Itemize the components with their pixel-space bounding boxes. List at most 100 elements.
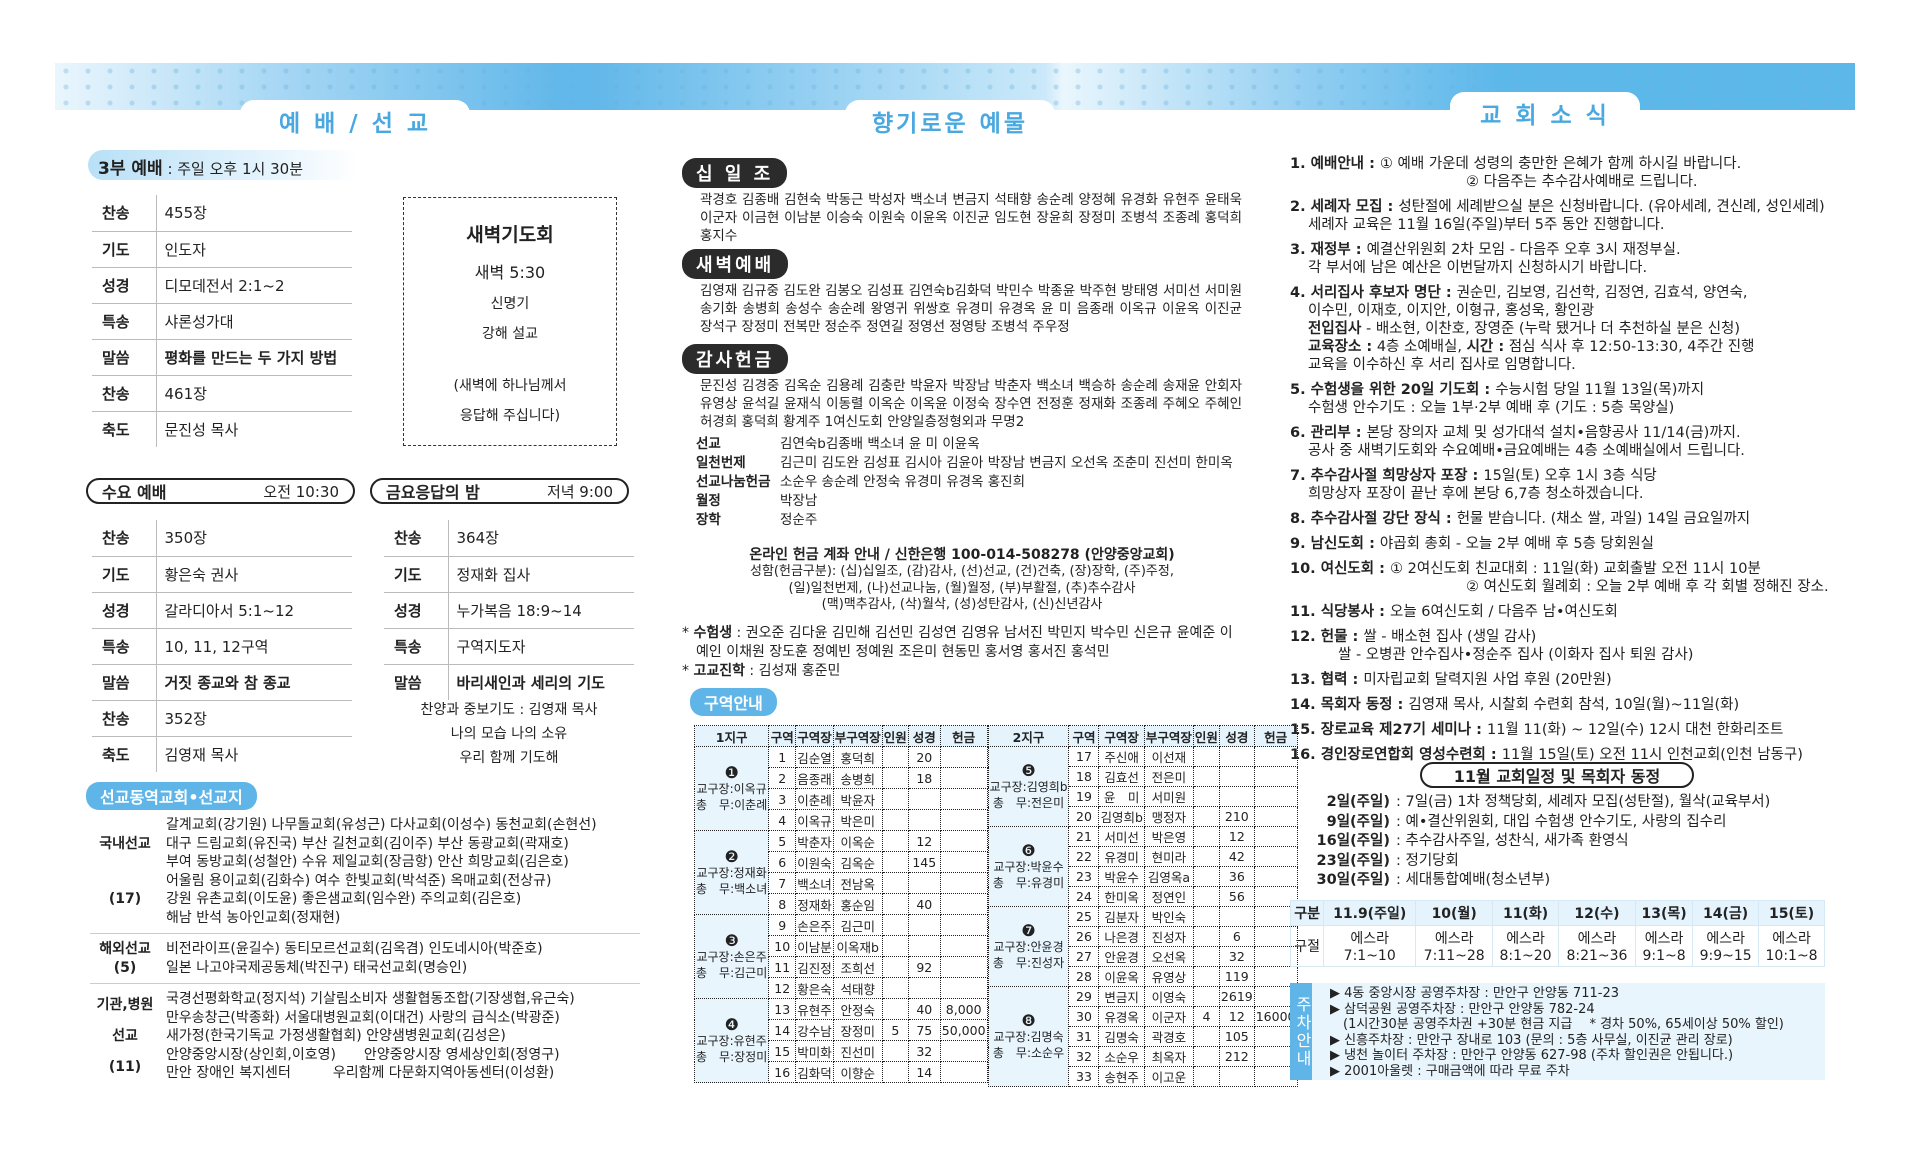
parking-line: ▶ 냉천 놀이터 주차장 : 만안구 안양동 627-98 (주차 할인권은 안… bbox=[1330, 1048, 1734, 1063]
service-row: 찬송 461장 bbox=[92, 375, 352, 412]
district-cell: 김영희b bbox=[1098, 806, 1145, 827]
district-tables: 1지구 구역 구역장 부구역장 인원 성경 헌금 ❶ 교구장:이옥규 총 무:이춘례 1 김순열 홍덕희… bbox=[693, 725, 1298, 1087]
district-cell: 이윤옥 bbox=[1098, 966, 1145, 987]
service-value: 샤론성가대 bbox=[156, 303, 352, 340]
district-cell bbox=[907, 788, 941, 810]
group-leader: 교구장:손은주 bbox=[696, 949, 767, 964]
district-cell: 손은주 bbox=[795, 914, 834, 936]
district-cell bbox=[881, 998, 909, 1020]
district-cell: 정재화 bbox=[795, 893, 834, 915]
district-cell: 14 bbox=[768, 1019, 797, 1041]
online-codes: 성함(헌금구분): (십)십일조, (감)감사, (선)선교, (건)건축, (… bbox=[682, 564, 1242, 614]
district-cell: 박윤자 bbox=[832, 788, 883, 810]
district-cell: 김근미 bbox=[832, 914, 883, 936]
district-cell: 송현주 bbox=[1098, 1066, 1145, 1087]
district-cell bbox=[939, 872, 988, 894]
district-cell: 21 bbox=[1068, 826, 1100, 847]
district-row: ❻ 교구장:박윤수 총 무:유경미 21 서미선 박은영 12 bbox=[987, 826, 1298, 907]
tithe-header: 십 일 조 bbox=[682, 158, 788, 188]
district-cell: 소순우 bbox=[1098, 1046, 1145, 1067]
district-cell: 24 bbox=[1068, 886, 1100, 907]
district-cell: 유현주 bbox=[795, 998, 834, 1020]
friday-extra-line: 찬양과 중보기도 : 김영재 목사 bbox=[420, 702, 598, 718]
news-text: 쌀 - 오병관 안수집사•정순주 집사 (이화자 집사 퇴원 감사) bbox=[1338, 647, 1694, 663]
schedule-date: 30일(주일) bbox=[1316, 872, 1390, 888]
news-line: 16. 경인장로연합회 영성수련회 : 11월 15일(토) 오전 11시 인천… bbox=[1290, 746, 1835, 764]
highschool-names: 김성재 홍준민 bbox=[758, 662, 841, 679]
district-cell: 서미선 bbox=[1098, 826, 1145, 847]
news-item: 9. 남신도회 : 야곱회 총회 - 오늘 2부 예배 후 5층 당회원실 bbox=[1290, 535, 1835, 553]
group-secretary: 총 무:김근미 bbox=[696, 965, 768, 980]
news-label: 서리집사 후보자 명단 : bbox=[1310, 285, 1457, 301]
district-row: ❷ 교구장:정재화 총 무:백소녀 5 박춘자 이옥순 12 bbox=[693, 830, 988, 915]
district-cell: 16 bbox=[768, 1061, 797, 1083]
news-line: 11. 식당봉사 : 오늘 6여신도회 / 다음주 남•여신도회 bbox=[1290, 603, 1835, 621]
district-cell: 곽경호 bbox=[1143, 1026, 1194, 1047]
sunday-service-time: : 주일 오후 1시 30분 bbox=[162, 160, 303, 178]
district-cell: 박은영 bbox=[1143, 826, 1194, 847]
district-cell: 이원숙 bbox=[795, 851, 834, 873]
mission-category: 기관,병원 선교 (11) bbox=[90, 990, 160, 1083]
service-label: 성경 bbox=[384, 592, 449, 629]
service-row: 성경 갈라디아서 5:1~12 bbox=[92, 592, 352, 629]
district-cell: 11 bbox=[768, 956, 797, 978]
students-label: 수험생 bbox=[693, 624, 733, 641]
schedule-item: 23일(주일): 정기당회 bbox=[1290, 852, 1830, 872]
district-cell: 변금지 bbox=[1098, 986, 1145, 1007]
news-line: 이수민, 이재호, 이지안, 이형규, 홍성욱, 황인광 bbox=[1290, 302, 1835, 320]
district-cell: 정연인 bbox=[1143, 886, 1194, 907]
dawn-title: 새벽기도회 bbox=[466, 224, 554, 246]
group-secretary: 총 무:진성자 bbox=[992, 955, 1065, 970]
district-cell: 박은미 bbox=[832, 809, 883, 831]
district-cell: 박춘자 bbox=[795, 830, 834, 852]
district-cell: 6 bbox=[768, 851, 797, 873]
mission-line: 국경선평화학교(정지석) 기살림소비자 생활협동조합(기장생협,유근숙) bbox=[166, 991, 575, 1007]
reading-book: 에스라 bbox=[1577, 931, 1617, 947]
news-label: 수험생을 위한 20일 기도회 : bbox=[1310, 382, 1496, 398]
district-cell: 42 bbox=[1218, 846, 1255, 867]
district-cell: 56 bbox=[1218, 886, 1255, 907]
group-secretary: 총 무:유경미 bbox=[992, 875, 1065, 890]
service-label: 기도 bbox=[384, 556, 449, 593]
group-badge: ❶ bbox=[724, 762, 739, 782]
online-code-line: 성함(헌금구분): (십)십일조, (감)감사, (선)선교, (건)건축, (… bbox=[750, 564, 1174, 579]
reading-day: 15(토) bbox=[1758, 900, 1825, 926]
district-cell bbox=[881, 746, 909, 768]
news-label: 경인장로연합회 영성수련회 : bbox=[1320, 747, 1502, 763]
district-cell: 김옥순 bbox=[832, 851, 883, 873]
district-column-header: 구역장 bbox=[795, 725, 834, 747]
reading-book: 에스라 bbox=[1350, 931, 1390, 947]
mission-churches: 갈계교회(강기원) 나무돌교회(유성근) 다사교회(이성수) 동천교회(손현선)… bbox=[160, 816, 597, 927]
district-cell: 나은경 bbox=[1098, 926, 1145, 947]
district-cell: 18 bbox=[1068, 766, 1100, 787]
section-title-news: 교 회 소 식 bbox=[1450, 92, 1640, 129]
district-cell: 28 bbox=[1068, 966, 1100, 987]
friday-extra-line: 우리 함께 기도해 bbox=[459, 750, 559, 766]
group-cell: ❽ 교구장:김명숙 총 무:소순우 bbox=[987, 986, 1070, 1087]
group-leader: 교구장:유현주 bbox=[696, 1033, 767, 1048]
wednesday-title: 수요 예배 bbox=[102, 483, 167, 502]
district-cell bbox=[907, 977, 941, 999]
reading-cell: 에스라 7:1~10 bbox=[1323, 925, 1417, 967]
other-offerings: 선교 김연숙b김종배 백소녀 윤 미 이윤옥 일천번제 김근미 김도완 김성표 김시아… bbox=[682, 435, 1242, 530]
news-text: 이수민, 이재호, 이지안, 이형규, 홍성욱, 황인광 bbox=[1308, 303, 1595, 319]
news-label: 장로교육 제27기 세미나 : bbox=[1320, 722, 1487, 738]
friday-extra: 찬양과 중보기도 : 김영재 목사 나의 모습 나의 소유 우리 함께 기도해 bbox=[384, 698, 634, 770]
service-value: 디모데전서 2:1~2 bbox=[156, 267, 352, 304]
district-cell: 김분자 bbox=[1098, 906, 1145, 927]
district-cell: 맹정자 bbox=[1143, 806, 1194, 827]
district-cell bbox=[1192, 806, 1220, 827]
district-cell bbox=[881, 767, 909, 789]
news-item: 4. 서리집사 후보자 명단 : 권순민, 김보영, 김선학, 김정연, 김효석… bbox=[1290, 284, 1835, 374]
district-cell: 29 bbox=[1068, 986, 1100, 1007]
news-item: 6. 관리부 : 본당 장의자 교체 및 성가대석 설치•음향공사 11/14(… bbox=[1290, 424, 1835, 460]
mission-line: 어울림 용이교회(김화수) 여수 한빛교회(박석준) 옥매교회(전상규) bbox=[166, 872, 552, 889]
service-label: 찬송 bbox=[92, 375, 157, 412]
offering-row: 선교 김연숙b김종배 백소녀 윤 미 이윤옥 bbox=[696, 435, 1242, 454]
mission-line: 비전라이프(윤길수) 동티모르선교회(김옥겸) 인도네시아(박준호) bbox=[166, 941, 543, 957]
reading-cell: 에스라 7:11~28 bbox=[1415, 925, 1494, 967]
schedule-header: 11월 교회일정 및 목회자 동정 bbox=[1420, 762, 1694, 788]
district-cell bbox=[1192, 1066, 1220, 1087]
news-line: 쌀 - 오병관 안수집사•정순주 집사 (이화자 집사 퇴원 감사) bbox=[1290, 646, 1835, 664]
wednesday-time: 오전 10:30 bbox=[263, 482, 339, 501]
